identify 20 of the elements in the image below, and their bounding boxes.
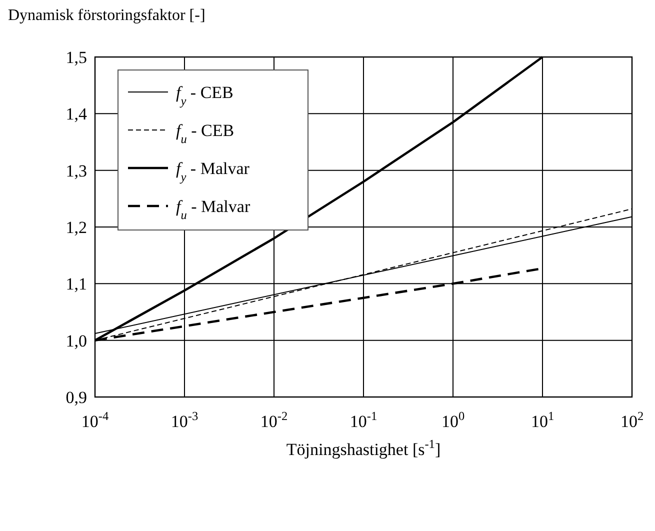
x-tick-label: 10$^{-4}$ — [81, 409, 109, 431]
y-tick-label: 1,2 — [66, 218, 87, 237]
x-tick-label: 10$^{1}$ — [530, 409, 554, 431]
legend-label: f$_{u}$ - CEB — [176, 121, 234, 146]
legend-label: f$_{u}$ - Malvar — [176, 197, 250, 222]
y-axis-title: Dynamisk förstoringsfaktor [-] — [8, 7, 206, 24]
y-tick-label: 1,3 — [66, 161, 87, 180]
legend-label: f$_{y}$ - Malvar — [176, 159, 250, 184]
y-tick-label: 1,1 — [66, 274, 87, 294]
y-tick-label: 1,0 — [66, 331, 87, 350]
x-tick-label: 10$^{-1}$ — [350, 409, 378, 431]
y-tick-label: 0,9 — [66, 388, 87, 407]
x-tick-label: 10$^{-3}$ — [170, 409, 198, 431]
y-tick-label: 1,4 — [66, 104, 88, 124]
y-tick-label: 1,5 — [66, 48, 87, 67]
x-axis-title: Töjningshastighet [s$^{-1}$] — [286, 437, 441, 459]
x-tick-label: 10$^{2}$ — [620, 409, 644, 431]
legend-label: f$_{y}$ - CEB — [176, 83, 234, 108]
x-tick-label: 10$^{0}$ — [441, 409, 465, 431]
x-tick-label: 10$^{-2}$ — [260, 409, 288, 431]
